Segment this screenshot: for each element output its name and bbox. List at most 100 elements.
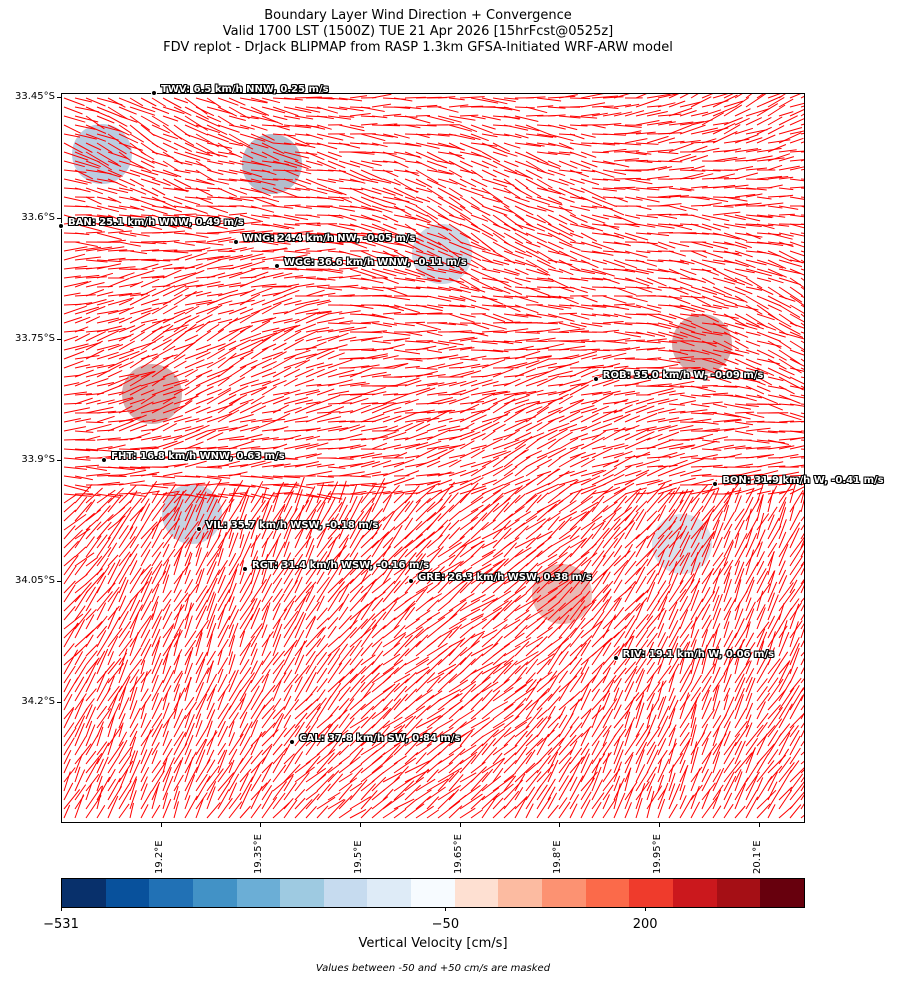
- wind-vector: [503, 313, 529, 318]
- wind-vector: [74, 379, 91, 387]
- wind-vector: [624, 346, 640, 351]
- wind-vector: [382, 698, 402, 720]
- wind-vector: [349, 444, 367, 450]
- wind-vector: [426, 196, 442, 206]
- wind-vector: [734, 268, 755, 274]
- wind-vector: [74, 294, 96, 297]
- wind-vector: [701, 223, 722, 231]
- wind-vector: [294, 196, 310, 199]
- wind-vector: [789, 313, 804, 323]
- wind-vector: [668, 499, 684, 522]
- wind-vector: [426, 547, 441, 558]
- wind-vector: [63, 253, 86, 261]
- wind-vector: [712, 700, 721, 720]
- wind-vector: [778, 412, 802, 421]
- wind-vector: [613, 104, 632, 108]
- wind-vector: [580, 559, 592, 576]
- wind-vector: [448, 223, 471, 239]
- wind-vector: [305, 567, 318, 585]
- wind-vector: [613, 635, 634, 657]
- wind-vector: [349, 151, 375, 155]
- wind-vector: [305, 289, 325, 297]
- wind-vector: [261, 232, 285, 236]
- wind-vector: [591, 259, 607, 265]
- wind-vector: [217, 220, 243, 225]
- wind-vector: [250, 151, 268, 159]
- wind-vector: [151, 609, 163, 630]
- wind-vector: [613, 506, 633, 522]
- wind-vector: [536, 653, 555, 666]
- wind-vector: [503, 286, 523, 295]
- wind-vector: [635, 601, 645, 621]
- wind-vector: [558, 151, 574, 154]
- wind-vector: [657, 580, 667, 594]
- wind-vector: [734, 601, 741, 621]
- wind-vector: [217, 142, 233, 153]
- wind-vector: [272, 115, 288, 121]
- wind-vector: [668, 304, 696, 313]
- wind-vector: [459, 133, 481, 141]
- wind-vector: [393, 443, 421, 450]
- wind-vector: [96, 272, 114, 279]
- wind-vector: [283, 725, 300, 747]
- wind-vector: [679, 489, 694, 513]
- wind-vector: [712, 376, 732, 384]
- wind-vector: [206, 304, 223, 315]
- wind-vector: [635, 683, 651, 702]
- wind-vector: [228, 424, 249, 432]
- wind-vector: [613, 667, 627, 684]
- wind-vector: [624, 373, 652, 378]
- wind-vector: [404, 628, 425, 648]
- wind-vector: [448, 408, 476, 414]
- wind-vector: [712, 322, 738, 335]
- wind-vector: [635, 469, 650, 477]
- wind-vector: [503, 645, 521, 657]
- wind-vector: [591, 268, 615, 277]
- wind-vector: [789, 506, 795, 522]
- wind-vector: [778, 98, 794, 108]
- wind-vector: [305, 142, 321, 145]
- wind-vector: [602, 390, 621, 396]
- wind-vector: [305, 523, 315, 549]
- wind-vector: [316, 196, 344, 202]
- wind-vector: [74, 232, 90, 236]
- wind-vector: [437, 459, 458, 468]
- wind-vector: [789, 130, 804, 135]
- wind-vector: [514, 368, 537, 378]
- wind-vector: [503, 340, 523, 344]
- wind-vector: [745, 259, 767, 266]
- wind-vector: [800, 561, 804, 567]
- wind-vector: [624, 692, 640, 711]
- wind-vector: [184, 647, 194, 675]
- wind-vector: [657, 102, 676, 108]
- wind-vector: [316, 501, 326, 522]
- wind-vector: [272, 463, 291, 468]
- wind-vector: [74, 464, 99, 468]
- wind-vector: [767, 94, 781, 99]
- wind-vector: [668, 410, 686, 414]
- wind-vector: [393, 648, 410, 666]
- wind-vector: [690, 376, 710, 381]
- wind-vector: [470, 331, 489, 337]
- wind-vector: [272, 593, 285, 612]
- wind-vector: [283, 250, 311, 254]
- wind-vector: [778, 250, 803, 264]
- wind-vector: [338, 578, 355, 594]
- wind-map[interactable]: [61, 93, 805, 823]
- wind-vector: [635, 131, 656, 135]
- wind-vector: [382, 536, 396, 558]
- wind-vector: [723, 94, 734, 99]
- wind-vector: [580, 639, 592, 657]
- wind-vector: [690, 196, 710, 201]
- wind-vector: [624, 665, 638, 684]
- wind-vector: [745, 473, 763, 477]
- wind-vector: [162, 142, 179, 151]
- wind-vector: [734, 510, 748, 531]
- wind-vector: [459, 205, 473, 215]
- wind-vector: [690, 385, 716, 393]
- wind-vector: [580, 572, 592, 585]
- wind-vector: [360, 491, 376, 495]
- wind-vector: [85, 466, 107, 471]
- wind-vector: [305, 327, 330, 333]
- wind-vector: [481, 390, 508, 396]
